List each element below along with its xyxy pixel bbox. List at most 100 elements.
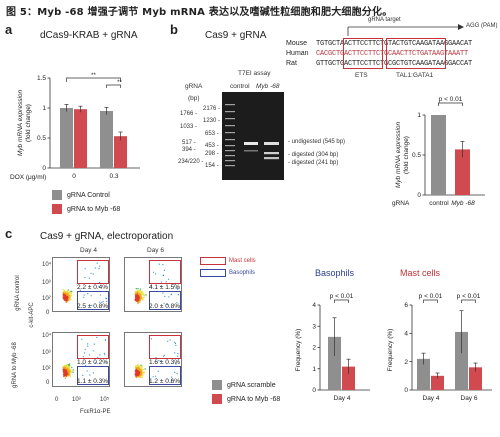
flow-event [88, 277, 90, 279]
bar [328, 336, 341, 390]
y-tick: 10² [42, 296, 51, 302]
y-tick-label: 0 [312, 387, 316, 394]
y-axis-label: (fold change) [25, 104, 32, 142]
seq-row-human: Human CACGCTGACTTCCTTCTGCAACTTCTGATAAGTA… [286, 50, 469, 58]
flow-event [169, 339, 171, 341]
flow-event [92, 273, 94, 275]
y-tick: 10² [42, 366, 51, 372]
flow-event [166, 304, 168, 306]
flow-event [97, 356, 99, 358]
panel-c-title: Cas9 + gRNA, electroporation [40, 231, 174, 242]
flow-event [99, 265, 101, 267]
category-label: Day 6 [461, 395, 478, 402]
flow-event [162, 292, 164, 294]
day6-label: Day 6 [147, 247, 164, 254]
flow-event [84, 352, 86, 354]
category-label: Myb -68 [451, 200, 475, 207]
flow-event [137, 376, 139, 378]
y-tick-label: 0 [417, 192, 421, 199]
gel-annot-digested-241: - digested (241 bp) [288, 160, 339, 166]
flow-event [98, 285, 100, 287]
mast-pct: 4.1 ± 1.5% [149, 284, 181, 291]
flow-event [138, 365, 140, 367]
flow-event [64, 369, 66, 372]
mast-gate [77, 260, 109, 284]
flow-event [70, 369, 72, 371]
y-tick-label: 1 [42, 105, 46, 112]
flow-event [64, 295, 67, 297]
ets-motif-box [343, 38, 383, 69]
flow-event [140, 376, 142, 379]
significance-label: p < 0.01 [419, 293, 443, 300]
flow-event [138, 297, 141, 299]
flow-event [138, 299, 140, 301]
flow-event [66, 373, 69, 376]
mast-gate [149, 260, 181, 284]
gate-swatch [200, 269, 226, 277]
y-axis-label: Frequency (%) [387, 329, 394, 372]
flow-event [168, 296, 170, 298]
flow-event [150, 338, 153, 340]
flow-event [82, 356, 84, 358]
flow-event [64, 292, 67, 294]
y-axis-label: c-kit-APC [29, 302, 35, 328]
flow-event [135, 371, 138, 373]
flow-event [71, 290, 73, 293]
basophil-gate [149, 366, 181, 385]
flow-event [99, 301, 101, 303]
panel-b-label: b [170, 22, 178, 37]
bar [455, 331, 468, 390]
flow-event [88, 354, 90, 356]
y-axis-label: (fold change) [403, 136, 410, 174]
baso-pct: 2.5 ± 0.8% [77, 303, 109, 310]
flow-event [104, 339, 106, 341]
y-tick-label: 0 [42, 165, 46, 172]
flow-event [145, 294, 147, 296]
flow-event [150, 285, 152, 287]
gel-annot-undigested: - undigested (545 bp) [288, 139, 346, 145]
flow-event [177, 294, 179, 296]
flow-event [135, 297, 138, 300]
panel-a-legend: gRNA Control gRNA to Myb -68 [52, 188, 120, 216]
flow-event [175, 363, 177, 365]
mast-pct: 2.2 ± 0.4% [77, 284, 109, 291]
ladder-label: 234/220 - [178, 159, 204, 165]
flow-event [178, 359, 180, 361]
flow-event [63, 298, 65, 301]
flow-event [67, 370, 69, 372]
flow-plot-control-day6: 4.1 ± 1.5% 2.0 ± 0.8% [124, 257, 182, 312]
flow-event [143, 293, 145, 296]
flow-event [177, 355, 179, 357]
flow-event [66, 301, 68, 303]
y-tick: 10⁴ [42, 333, 52, 339]
x-tick: 10⁵ [100, 397, 110, 403]
flow-scatter [134, 263, 179, 306]
bar [342, 366, 355, 390]
flow-event [67, 291, 69, 293]
bar [417, 358, 430, 390]
flow-event [70, 372, 72, 374]
flow-event [72, 371, 74, 373]
flow-event [72, 369, 74, 371]
flow-event [91, 304, 93, 306]
flow-event [135, 366, 137, 368]
legend-swatch [212, 394, 222, 404]
flow-event [87, 293, 89, 295]
flow-event [165, 281, 167, 283]
flow-event [143, 371, 145, 373]
flow-event [65, 293, 68, 296]
flow-event [69, 373, 71, 375]
flow-event [138, 371, 140, 373]
ladder-label: 453 - [205, 143, 219, 149]
flow-event [83, 296, 85, 298]
flow-event [104, 354, 106, 356]
flow-event [174, 342, 177, 344]
y-tick: 0 [46, 380, 50, 386]
significance-label: ** [91, 73, 96, 79]
significance-label: ** [117, 80, 122, 86]
gel-annot-digested-304: - digested (304 bp) [288, 152, 339, 158]
gel-lane-myb: Myb -68 [256, 83, 280, 90]
basophils-title: Basophils [315, 268, 355, 278]
significance-bracket [423, 299, 438, 303]
flow-event [137, 302, 139, 305]
